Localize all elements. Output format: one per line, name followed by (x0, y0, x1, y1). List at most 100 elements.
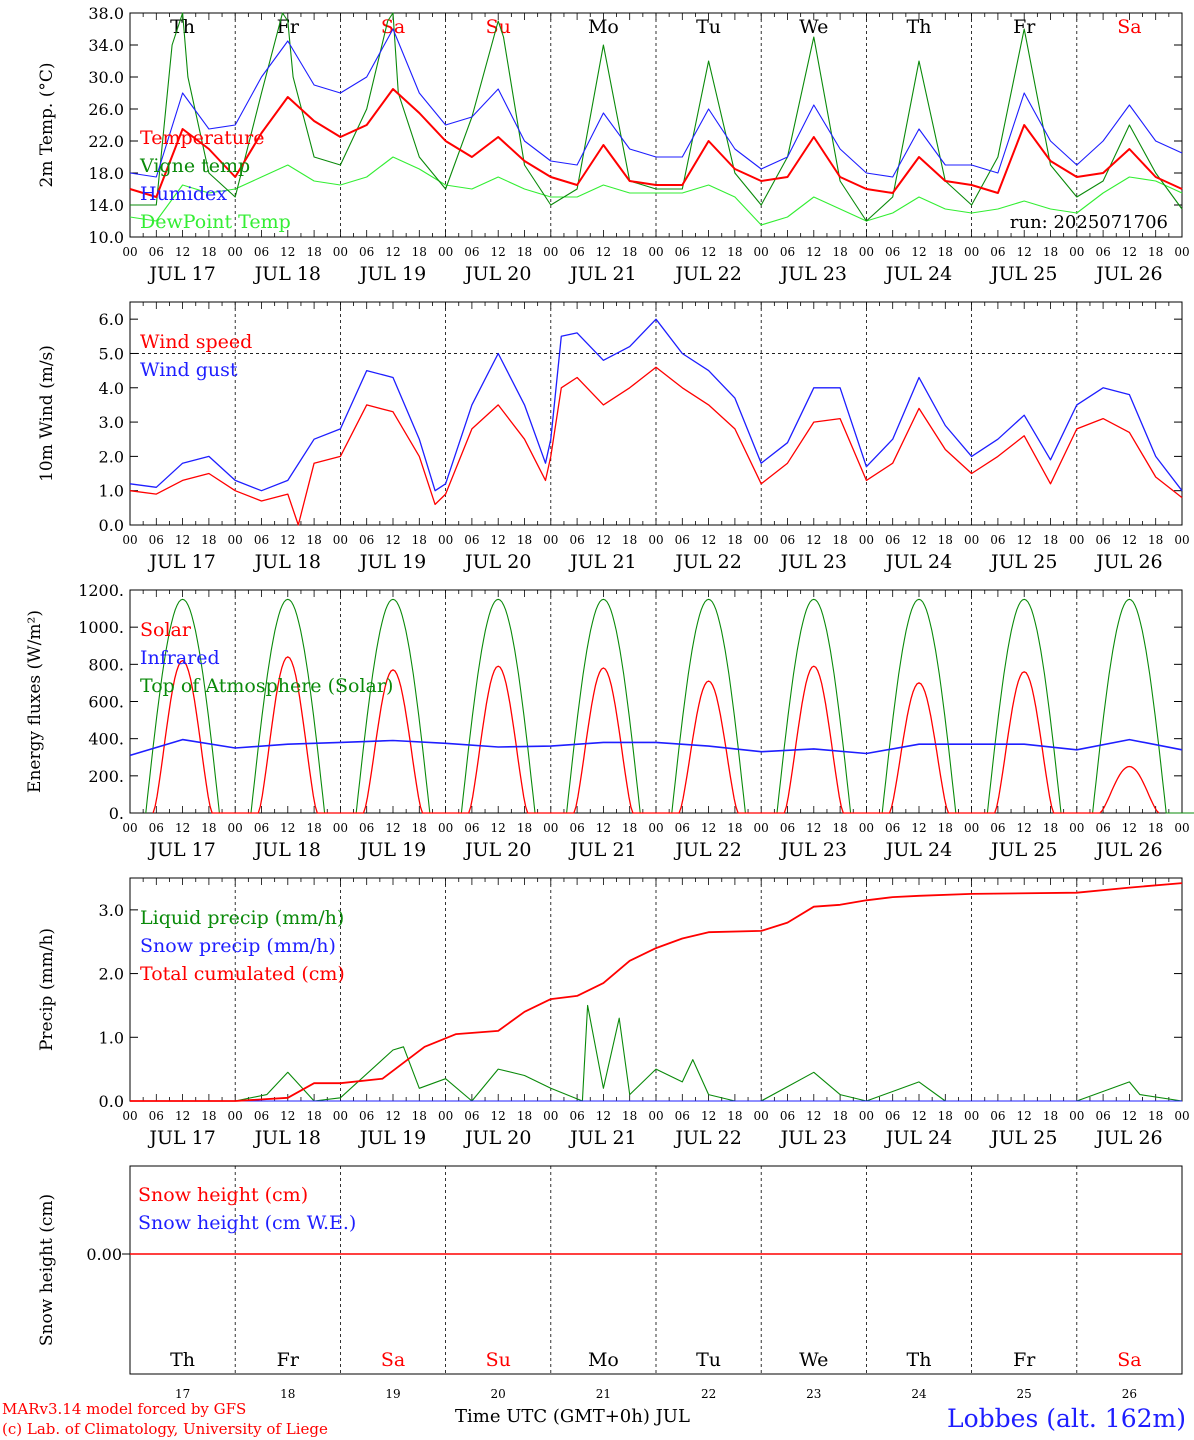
hour-tick-label: 12 (1122, 821, 1137, 835)
hour-tick-label: 06 (464, 1109, 479, 1123)
hour-tick-label: 06 (990, 821, 1005, 835)
hour-tick-label: 18 (201, 1109, 216, 1123)
hour-tick-label: 18 (517, 533, 532, 547)
hour-tick-label: 18 (727, 821, 742, 835)
legend-entry: Vigne temp (139, 155, 250, 177)
hour-tick-label: 18 (1148, 1109, 1163, 1123)
hour-tick-label: 06 (885, 821, 900, 835)
hour-tick-label: 18 (1043, 1109, 1058, 1123)
date-label: JUL 17 (147, 839, 215, 861)
series-wind-speed (129, 366, 1183, 526)
hour-tick-label: 12 (491, 821, 506, 835)
y-tick-label: 38.0 (88, 4, 124, 23)
hour-tick-label: 18 (622, 1109, 637, 1123)
date-label: JUL 21 (568, 839, 636, 861)
y-tick-label: 0.00 (86, 1245, 122, 1264)
hour-tick-label: 12 (596, 821, 611, 835)
date-label: JUL 18 (253, 839, 321, 861)
hour-tick-label: 06 (359, 245, 374, 259)
legend-entry: Solar (140, 619, 192, 641)
hour-tick-label: 18 (1043, 533, 1058, 547)
hour-tick-label: 12 (911, 245, 926, 259)
y-tick-label: 0.0 (99, 1092, 124, 1111)
y-tick-label: 1200. (78, 581, 124, 600)
day-number-label: 20 (491, 1387, 506, 1401)
date-label: JUL 20 (463, 1127, 531, 1149)
date-label: JUL 20 (463, 839, 531, 861)
hour-tick-label: 06 (569, 1109, 584, 1123)
hour-tick-label: 18 (412, 821, 427, 835)
hour-tick-label: 06 (464, 533, 479, 547)
hour-tick-label: 18 (727, 245, 742, 259)
hour-tick-label: 18 (1043, 821, 1058, 835)
station-label: Lobbes (alt. 162m) (946, 1404, 1186, 1433)
hour-tick-label: 00 (228, 821, 243, 835)
hour-tick-label: 18 (517, 245, 532, 259)
hour-tick-label: 12 (806, 1109, 821, 1123)
series-total-cumulated-cm- (130, 882, 1183, 1102)
hour-tick-label: 12 (911, 533, 926, 547)
hour-tick-label: 00 (228, 245, 243, 259)
date-label: JUL 23 (779, 551, 847, 573)
hour-tick-label: 06 (359, 1109, 374, 1123)
date-label: JUL 25 (989, 263, 1057, 285)
date-label: JUL 17 (147, 263, 215, 285)
panel-3: 00 06 12 18 JUL 17 00 06 12 18 JUL 18 00 06 12 18 JUL … (25, 581, 1194, 861)
hour-tick-label: 18 (832, 533, 847, 547)
hour-tick-label: 12 (491, 1109, 506, 1123)
legend-entry: Snow precip (mm/h) (140, 935, 336, 957)
hour-tick-label: 06 (569, 821, 584, 835)
date-label: JUL 20 (463, 551, 531, 573)
hour-tick-label: 12 (701, 821, 716, 835)
hour-tick-label: 00 (1069, 1109, 1084, 1123)
hour-tick-label: 12 (385, 821, 400, 835)
day-number-label: 22 (701, 1387, 716, 1401)
y-tick-label: 1.0 (99, 1028, 124, 1047)
hour-tick-label: 00 (1174, 821, 1189, 835)
y-tick-label: 26.0 (88, 100, 124, 119)
hour-tick-label: 06 (1095, 1109, 1110, 1123)
y-axis-label: 10m Wind (m/s) (37, 345, 57, 482)
date-label: JUL 26 (1094, 551, 1162, 573)
series-dewpoint-temp (129, 156, 1183, 226)
legend-entry: Wind speed (140, 331, 252, 353)
panel-5: 0.00 Snow height (cm) Snow height (cm) Snow… (37, 1165, 1183, 1401)
hour-tick-label: 06 (149, 245, 164, 259)
hour-tick-label: 06 (780, 533, 795, 547)
y-tick-label: 3.0 (99, 901, 124, 920)
legend-entry: Total cumulated (cm) (140, 963, 345, 985)
date-label: JUL 20 (463, 263, 531, 285)
hour-tick-label: 06 (569, 533, 584, 547)
legend-entry: Snow height (cm W.E.) (138, 1212, 356, 1234)
hour-tick-label: 00 (964, 245, 979, 259)
weekday-label: Th (907, 16, 932, 38)
y-tick-label: 30.0 (88, 68, 124, 87)
lab-credit: (c) Lab. of Climatology, University of L… (2, 1420, 328, 1438)
hour-tick-label: 00 (964, 821, 979, 835)
hour-tick-label: 18 (832, 1109, 847, 1123)
hour-tick-label: 18 (622, 245, 637, 259)
hour-tick-label: 00 (333, 533, 348, 547)
hour-tick-label: 12 (701, 1109, 716, 1123)
hour-tick-label: 06 (885, 533, 900, 547)
date-label: JUL 21 (568, 263, 636, 285)
hour-tick-label: 18 (306, 533, 321, 547)
legend-entry: Infrared (140, 647, 220, 669)
hour-tick-label: 12 (175, 533, 190, 547)
hour-tick-label: 06 (254, 245, 269, 259)
hour-tick-label: 00 (648, 245, 663, 259)
legend-entry: Temperature (140, 127, 264, 149)
hour-tick-label: 00 (964, 533, 979, 547)
y-tick-label: 3.0 (99, 413, 124, 432)
hour-tick-label: 00 (754, 821, 769, 835)
date-label: JUL 22 (673, 839, 741, 861)
hour-tick-label: 12 (911, 821, 926, 835)
y-tick-label: 1.0 (99, 482, 124, 501)
hour-tick-label: 00 (964, 1109, 979, 1123)
date-label: JUL 24 (884, 839, 952, 861)
legend-entry: Humidex (140, 183, 227, 205)
hour-tick-label: 18 (622, 533, 637, 547)
weekday-label: Fr (1013, 16, 1036, 38)
hour-tick-label: 00 (859, 821, 874, 835)
model-credit: MARv3.14 model forced by GFS (2, 1400, 247, 1418)
